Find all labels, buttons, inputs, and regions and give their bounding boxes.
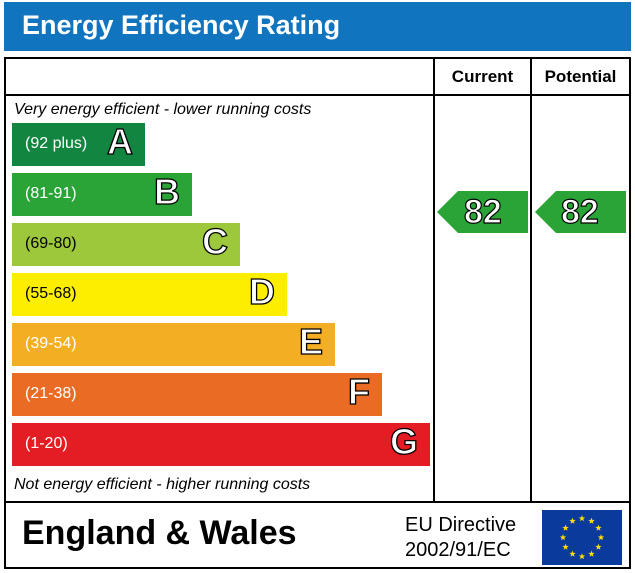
potential-rating-arrow — [535, 191, 626, 233]
potential-rating-value: 82 — [560, 192, 599, 231]
eu-flag-icon — [542, 510, 622, 565]
rating-band-a: (92 plus) A — [12, 120, 145, 166]
directive-line-1: EU Directive — [405, 514, 517, 536]
page-title: Energy Efficiency Rating — [22, 10, 341, 40]
band-letter: B — [153, 170, 180, 212]
band-letter: C — [201, 220, 228, 262]
eu-star-icon — [562, 524, 569, 531]
column-divider-potential — [530, 57, 532, 503]
rating-band-d: (55-68) D — [12, 270, 287, 316]
eu-star-icon — [595, 524, 602, 531]
rating-band-b: (81-91) B — [12, 170, 192, 216]
header-row-divider — [4, 94, 631, 96]
note-top: Very energy efficient - lower running co… — [14, 101, 312, 118]
band-letter: E — [298, 320, 323, 362]
eu-star-icon — [562, 543, 569, 550]
band-letter: F — [347, 370, 370, 412]
column-divider-current — [433, 57, 435, 503]
band-range-label: (69-80) — [25, 235, 77, 252]
eu-star-icon — [578, 553, 586, 560]
current-rating-value: 82 — [463, 192, 502, 231]
band-range-label: (55-68) — [25, 285, 77, 302]
rating-band-f: (21-38) F — [12, 370, 382, 416]
band-letter: D — [248, 270, 275, 312]
note-bottom: Not energy efficient - higher running co… — [14, 476, 311, 493]
band-range-label: (39-54) — [25, 335, 77, 352]
rating-table — [4, 57, 631, 569]
eu-star-icon — [588, 517, 595, 524]
rating-band-c: (69-80) C — [12, 220, 240, 266]
eu-star-icon — [597, 534, 605, 541]
band-range-label: (21-38) — [25, 385, 77, 402]
eu-star-icon — [595, 543, 602, 550]
current-rating-arrow — [437, 191, 528, 233]
eu-star-icon — [569, 517, 576, 524]
column-header-potential: Potential — [544, 67, 617, 86]
directive-line-2: 2002/91/EC — [405, 539, 511, 561]
eu-star-icon — [588, 550, 595, 557]
rating-band-g: (1-20) G — [12, 420, 430, 466]
footer-divider — [4, 501, 631, 503]
eu-star-icon — [578, 515, 586, 522]
band-letter: A — [106, 120, 133, 162]
band-letter: G — [389, 420, 418, 462]
band-range-label: (92 plus) — [25, 135, 88, 152]
rating-band-e: (39-54) E — [12, 320, 335, 366]
column-header-current: Current — [451, 67, 514, 86]
header-banner: Energy Efficiency Rating — [4, 2, 631, 51]
eu-star-icon — [559, 534, 567, 541]
band-range-label: (81-91) — [25, 185, 77, 202]
band-range-label: (1-20) — [25, 435, 68, 452]
region-label: England & Wales — [22, 514, 297, 552]
eu-star-icon — [569, 550, 576, 557]
